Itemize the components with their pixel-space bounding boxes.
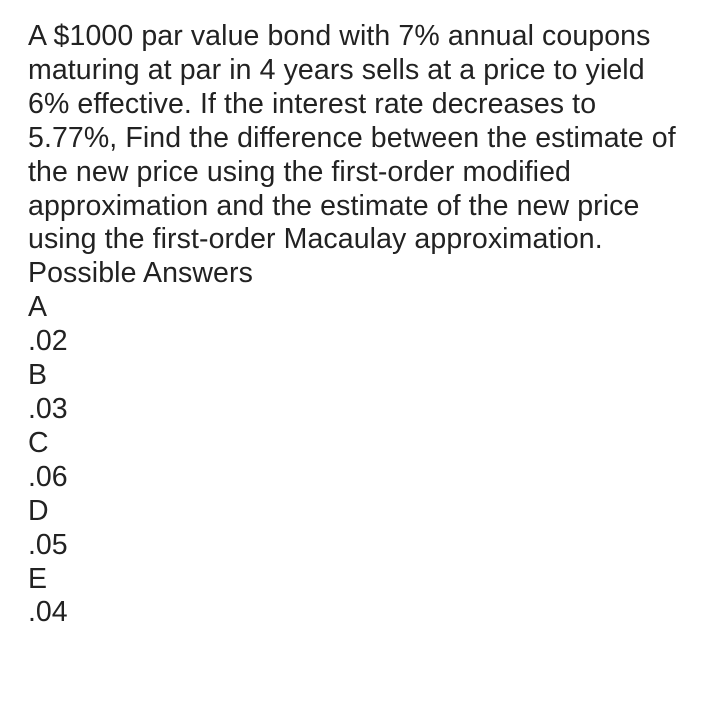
answer-value: .03	[28, 393, 692, 427]
answer-letter: E	[28, 563, 692, 597]
answer-value: .04	[28, 596, 692, 630]
question-text: A $1000 par value bond with 7% annual co…	[28, 20, 692, 257]
answers-list: A.02B.03C.06D.05E.04	[28, 291, 692, 630]
answer-value: .02	[28, 325, 692, 359]
answer-letter: C	[28, 427, 692, 461]
answer-letter: D	[28, 495, 692, 529]
answer-value: .05	[28, 529, 692, 563]
answer-letter: A	[28, 291, 692, 325]
question-container: A $1000 par value bond with 7% annual co…	[0, 0, 720, 650]
answers-header: Possible Answers	[28, 257, 692, 291]
answer-letter: B	[28, 359, 692, 393]
answer-value: .06	[28, 461, 692, 495]
